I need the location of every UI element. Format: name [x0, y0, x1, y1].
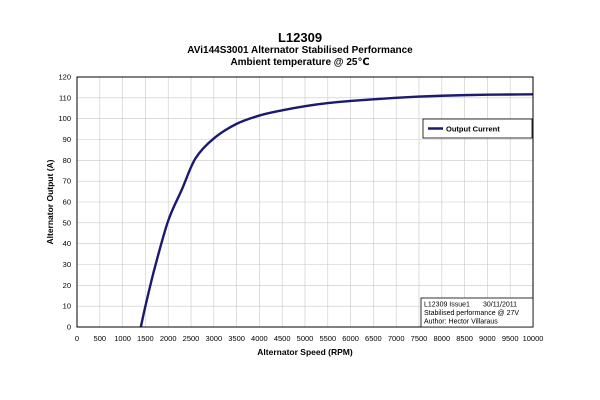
x-tick-label: 7000 — [388, 334, 405, 343]
series-layer — [139, 93, 534, 328]
chart-title: L12309 — [277, 30, 323, 45]
x-tick-label: 500 — [94, 334, 107, 343]
info-date: 30/11/2011 — [483, 302, 517, 309]
series-line-output-current — [139, 93, 534, 328]
info-author: Author: Hector Villaraus — [424, 319, 498, 326]
x-tick-label: 1500 — [137, 334, 154, 343]
y-tick-label: 80 — [63, 156, 71, 165]
y-tick-label: 70 — [63, 177, 71, 186]
legend: Output Current — [422, 118, 533, 139]
y-tick-label: 0 — [67, 323, 71, 332]
chart-subtitle: AVi144S3001 Alternator Stabilised Perfor… — [187, 45, 413, 56]
x-tick-label: 4500 — [274, 334, 291, 343]
x-tick-label: 6500 — [365, 334, 382, 343]
plot-area-frame — [76, 76, 534, 328]
x-tick-labels: 0 500 1000 1500 2000 2500 3000 3500 4000 4500 5000… — [75, 334, 544, 343]
y-tick-label: 30 — [63, 260, 71, 269]
x-tick-label: 1000 — [114, 334, 131, 343]
x-axis-label: Alternator Speed (RPM) — [257, 347, 353, 357]
y-tick-label: 10 — [63, 302, 71, 311]
x-tick-label: 10000 — [523, 334, 544, 343]
legend-box — [422, 118, 533, 139]
chart-titles: L12309 AVi144S3001 Alternator Stabilised… — [0, 30, 600, 69]
x-tick-label: 7500 — [411, 334, 428, 343]
legend-label-output-current: Output Current — [446, 125, 500, 134]
y-axis-label: Alternator Output (A) — [45, 159, 55, 244]
y-tick-label: 40 — [63, 239, 71, 248]
x-tick-label: 2500 — [183, 334, 200, 343]
x-tick-label: 5500 — [319, 334, 336, 343]
y-tick-labels: 0 10 20 30 40 50 60 70 80 90 100 110 120 — [58, 73, 71, 332]
x-tick-label: 2000 — [160, 334, 177, 343]
y-tick-label: 100 — [58, 114, 71, 123]
y-tick-label: 50 — [63, 218, 71, 227]
x-tick-label: 9000 — [479, 334, 496, 343]
x-tick-label: 3500 — [228, 334, 245, 343]
y-tick-label: 110 — [59, 93, 71, 102]
x-tick-label: 3000 — [205, 334, 222, 343]
info-condition: Stabilised performance @ 27V — [424, 310, 519, 317]
y-tick-label: 90 — [63, 135, 71, 144]
x-tick-label: 8000 — [433, 334, 450, 343]
x-tick-label: 8500 — [456, 334, 473, 343]
x-tick-label: 9500 — [502, 334, 519, 343]
info-box: L12309 Issue1 30/11/2011 Stabilised perf… — [420, 297, 534, 328]
x-tick-label: 6000 — [342, 334, 359, 343]
info-doc-issue: L12309 Issue1 — [424, 302, 470, 309]
grid-lines — [76, 76, 534, 328]
y-tick-label: 60 — [63, 198, 71, 207]
info-box-frame — [420, 297, 534, 328]
x-tick-label: 4000 — [251, 334, 268, 343]
chart-subtitle-2: Ambient temperature @ 25℃ — [230, 57, 370, 68]
x-tick-label: 0 — [75, 334, 79, 343]
y-tick-label: 120 — [58, 73, 71, 82]
y-tick-label: 20 — [63, 281, 71, 290]
x-tick-label: 5000 — [297, 334, 314, 343]
